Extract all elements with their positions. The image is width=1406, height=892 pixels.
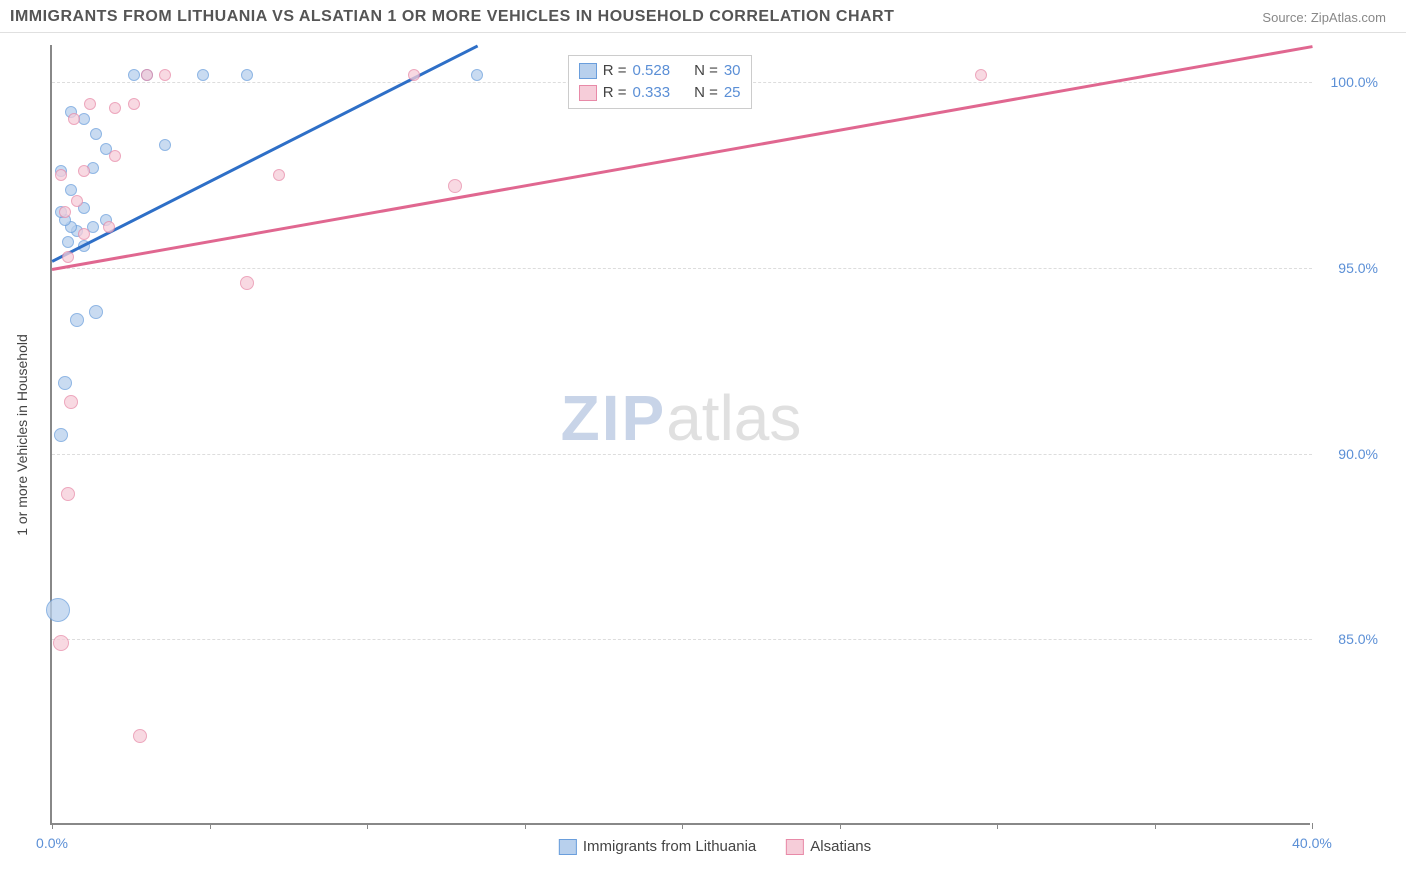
data-point: [240, 276, 254, 290]
data-point: [84, 98, 96, 110]
chart-header: IMMIGRANTS FROM LITHUANIA VS ALSATIAN 1 …: [0, 0, 1406, 33]
data-point: [61, 487, 75, 501]
chart-title: IMMIGRANTS FROM LITHUANIA VS ALSATIAN 1 …: [10, 8, 894, 26]
legend-r-label: R =: [603, 82, 627, 104]
x-tick-label: 0.0%: [36, 835, 68, 851]
data-point: [471, 69, 483, 81]
data-point: [78, 228, 90, 240]
data-point: [975, 69, 987, 81]
data-point: [159, 69, 171, 81]
legend-r-value: 0.333: [633, 82, 671, 104]
data-point: [62, 236, 74, 248]
data-point: [128, 98, 140, 110]
data-point: [65, 184, 77, 196]
data-point: [68, 113, 80, 125]
data-point: [241, 69, 253, 81]
data-point: [71, 195, 83, 207]
watermark: ZIPatlas: [561, 381, 802, 455]
data-point: [109, 150, 121, 162]
x-tick: [1155, 823, 1156, 829]
legend-n-value: 30: [724, 60, 741, 82]
x-tick: [367, 823, 368, 829]
legend-r-label: R =: [603, 60, 627, 82]
data-point: [46, 598, 70, 622]
legend-series-label: Alsatians: [810, 838, 871, 855]
x-tick: [997, 823, 998, 829]
gridline: [52, 454, 1312, 455]
y-tick-label: 90.0%: [1338, 446, 1378, 462]
source-label: Source:: [1262, 10, 1307, 25]
data-point: [54, 428, 68, 442]
data-point: [133, 729, 147, 743]
x-tick-label: 40.0%: [1292, 835, 1332, 851]
data-point: [89, 305, 103, 319]
series-legend: Immigrants from Lithuania Alsatians: [559, 838, 871, 855]
watermark-atlas: atlas: [666, 382, 801, 454]
data-point: [53, 635, 69, 651]
data-point: [70, 313, 84, 327]
source-attribution: Source: ZipAtlas.com: [1262, 10, 1386, 25]
data-point: [141, 69, 153, 81]
legend-n-value: 25: [724, 82, 741, 104]
gridline: [52, 268, 1312, 269]
data-point: [128, 69, 140, 81]
x-tick: [840, 823, 841, 829]
x-tick: [210, 823, 211, 829]
data-point: [64, 395, 78, 409]
legend-n-label: N =: [694, 60, 718, 82]
data-point: [90, 128, 102, 140]
legend-item: Immigrants from Lithuania: [559, 838, 756, 855]
x-tick: [1312, 823, 1313, 829]
legend-swatch: [786, 839, 804, 855]
legend-r-value: 0.528: [633, 60, 671, 82]
legend-row: R = 0.333 N = 25: [579, 82, 741, 104]
data-point: [78, 165, 90, 177]
legend-swatch: [559, 839, 577, 855]
legend-swatch: [579, 85, 597, 101]
x-tick: [682, 823, 683, 829]
legend-n-label: N =: [694, 82, 718, 104]
y-tick-label: 100.0%: [1331, 74, 1378, 90]
watermark-zip: ZIP: [561, 382, 667, 454]
data-point: [159, 139, 171, 151]
legend-item: Alsatians: [786, 838, 871, 855]
legend-row: R = 0.528 N = 30: [579, 60, 741, 82]
data-point: [103, 221, 115, 233]
data-point: [408, 69, 420, 81]
legend-swatch: [579, 63, 597, 79]
data-point: [55, 169, 67, 181]
data-point: [59, 206, 71, 218]
data-point: [109, 102, 121, 114]
gridline: [52, 639, 1312, 640]
data-point: [448, 179, 462, 193]
data-point: [58, 376, 72, 390]
data-point: [62, 251, 74, 263]
y-tick-label: 85.0%: [1338, 631, 1378, 647]
x-tick: [525, 823, 526, 829]
y-axis-label: 1 or more Vehicles in Household: [14, 334, 30, 536]
data-point: [197, 69, 209, 81]
chart-area: ZIPatlas 85.0%90.0%95.0%100.0%0.0%40.0%R…: [50, 45, 1380, 825]
data-point: [273, 169, 285, 181]
y-tick-label: 95.0%: [1338, 260, 1378, 276]
scatter-plot: ZIPatlas 85.0%90.0%95.0%100.0%0.0%40.0%R…: [50, 45, 1310, 825]
source-value: ZipAtlas.com: [1311, 10, 1386, 25]
legend-series-label: Immigrants from Lithuania: [583, 838, 756, 855]
correlation-legend: R = 0.528 N = 30 R = 0.333 N = 25: [568, 55, 752, 109]
x-tick: [52, 823, 53, 829]
